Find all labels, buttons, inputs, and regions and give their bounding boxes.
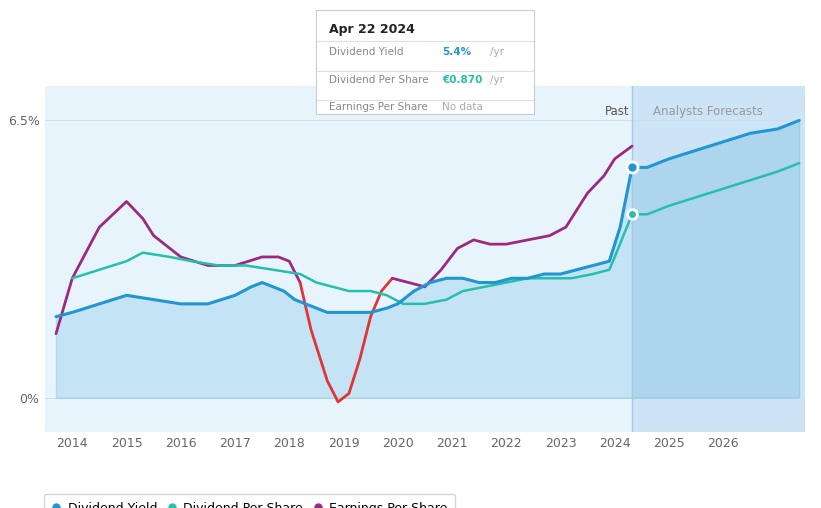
Text: Apr 22 2024: Apr 22 2024 [329, 23, 415, 36]
Text: No data: No data [443, 102, 483, 112]
Text: 5.4%: 5.4% [443, 47, 471, 57]
Text: Dividend Yield: Dividend Yield [329, 47, 404, 57]
Text: Past: Past [605, 105, 630, 118]
Legend: Dividend Yield, Dividend Per Share, Earnings Per Share: Dividend Yield, Dividend Per Share, Earn… [44, 494, 455, 508]
Text: Earnings Per Share: Earnings Per Share [329, 102, 428, 112]
Text: €0.870: €0.870 [443, 75, 483, 85]
Text: /yr: /yr [490, 75, 504, 85]
Text: Analysts Forecasts: Analysts Forecasts [653, 105, 763, 118]
Text: /yr: /yr [490, 47, 504, 57]
Bar [632, 86, 805, 432]
Text: Dividend Per Share: Dividend Per Share [329, 75, 429, 85]
